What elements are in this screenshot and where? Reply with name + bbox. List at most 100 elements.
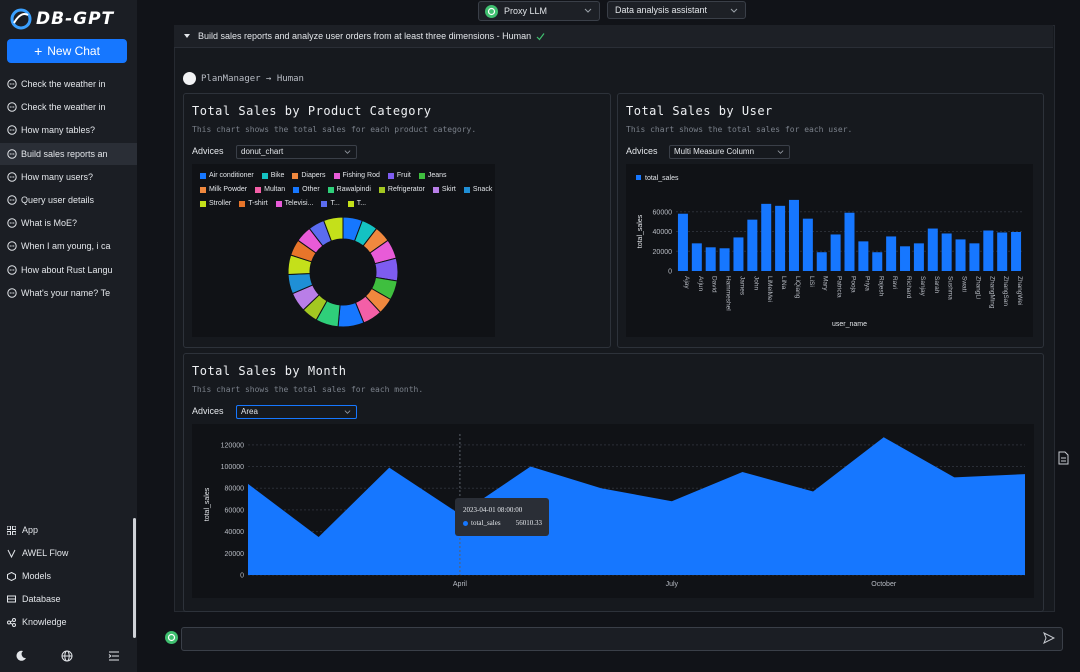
bar[interactable] [691,243,702,271]
bar[interactable] [900,246,911,271]
legend-item[interactable]: T... [347,200,367,207]
legend-item[interactable]: Rawalpindi [327,186,371,193]
document-icon[interactable] [1057,451,1070,465]
legend-label: T... [356,200,367,207]
bar[interactable] [775,205,786,271]
chat-input[interactable] [181,627,1063,651]
bar[interactable] [788,199,799,271]
legend-item[interactable]: Stroller [200,200,231,207]
advice-select[interactable]: donut_chart [236,145,357,159]
bar[interactable] [927,228,938,271]
bar[interactable] [733,237,744,271]
y-axis-label: total_sales [637,214,644,248]
conversation-item[interactable]: How many tables? [0,119,137,141]
advice-select[interactable]: Multi Measure Column [669,145,790,159]
send-icon[interactable] [1043,632,1055,644]
legend-item[interactable]: Fishing Rod [333,172,380,179]
legend-item[interactable]: Air conditioner [200,172,254,179]
bar[interactable] [941,233,952,271]
conversation-item[interactable]: Query user details [0,189,137,211]
x-tick-label: October [871,581,897,588]
legend-item[interactable]: Bike [261,172,284,179]
legend-item[interactable]: Jeans [418,172,447,179]
bar[interactable] [858,241,869,271]
sidebar-scrollbar[interactable] [133,518,136,638]
theme-moon-icon[interactable] [15,650,27,662]
conversation-item[interactable]: Check the weather in [0,73,137,95]
legend-item[interactable]: Skirt [432,186,456,193]
bar[interactable] [872,252,883,271]
legend-swatch [255,186,262,193]
legend-item[interactable]: Multan [255,186,285,193]
conversation-item[interactable]: Build sales reports an [0,142,137,165]
nav-knowledge[interactable]: Knowledge [7,613,67,631]
cube-icon [7,571,16,581]
bar[interactable] [677,213,688,271]
legend-item[interactable]: Refrigerator [378,186,425,193]
bar[interactable] [816,252,827,271]
chat-bubble-icon [7,79,17,89]
legend-item[interactable]: Diapers [292,172,326,179]
bar[interactable] [969,243,980,271]
nav-database[interactable]: Database [7,590,61,608]
logo-text: DB-GPT [36,9,115,29]
bar[interactable] [844,212,855,271]
bar[interactable] [830,234,841,271]
language-globe-icon[interactable] [61,650,73,662]
new-chat-button[interactable]: + New Chat [7,39,127,63]
legend-item[interactable]: Snack [463,186,492,193]
bar[interactable] [705,247,716,271]
bar[interactable] [886,236,897,271]
bar[interactable] [802,218,813,271]
bar[interactable] [719,248,730,271]
bar[interactable] [913,243,924,271]
conversation-title: How many users? [21,171,94,182]
legend-item[interactable]: T-shirt [239,200,268,207]
x-tick-label: David [711,276,718,293]
advice-select[interactable]: Area [236,405,357,419]
collapse-menu-icon[interactable] [108,650,120,662]
legend-item[interactable]: Other [293,186,320,193]
bar[interactable] [997,232,1008,271]
donut-slice[interactable] [323,216,344,242]
agent-flow-label: PlanManager → Human [183,72,304,85]
bar[interactable] [747,219,758,271]
conversation-item[interactable]: How about Rust Langu [0,259,137,281]
legend-item[interactable]: T... [321,200,340,207]
legend-item[interactable]: Milk Powder [200,186,247,193]
legend-label: Other [302,186,320,193]
nav-app[interactable]: App [7,521,38,539]
question-header[interactable]: Build sales reports and analyze user ord… [174,25,1053,48]
scene-select[interactable]: Data analysis assistant [607,1,746,19]
legend-item[interactable]: Televisi... [275,200,313,207]
conversation-item[interactable]: When I am young, i ca [0,235,137,257]
legend-label: Stroller [209,200,232,207]
bar[interactable] [983,230,994,271]
conversation-title: How about Rust Langu [21,264,113,275]
legend-item[interactable]: Fruit [387,172,411,179]
y-axis-label: total_sales [204,487,211,521]
area-series[interactable] [248,437,1025,575]
card-description: This chart shows the total sales for eac… [192,385,424,394]
chat-bubble-icon [7,241,17,252]
x-tick-label: Sanjay [919,276,926,297]
app-grid-icon [7,525,16,535]
x-tick-label: LiQiang [794,276,801,299]
conversation-item[interactable]: What is MoE? [0,212,137,234]
app-logo[interactable]: DB-GPT [10,8,114,30]
bar[interactable] [761,203,772,271]
nav-models[interactable]: Models [7,567,51,585]
scene-select-value: Data analysis assistant [615,5,708,15]
model-select-value: Proxy LLM [504,6,548,16]
model-select[interactable]: Proxy LLM [478,1,600,21]
conversation-item[interactable]: What's your name? Te [0,282,137,304]
question-text: Build sales reports and analyze user ord… [198,31,532,41]
conversation-item[interactable]: Check the weather in [0,96,137,118]
nav-awel-flow[interactable]: AWEL Flow [7,544,68,562]
legend-label: Fruit [396,172,411,179]
x-tick-label: Sushma [947,276,954,300]
conversation-item[interactable]: How many users? [0,166,137,188]
bar[interactable] [1011,231,1022,271]
bar[interactable] [955,239,966,271]
y-tick-label: 100000 [221,464,244,471]
